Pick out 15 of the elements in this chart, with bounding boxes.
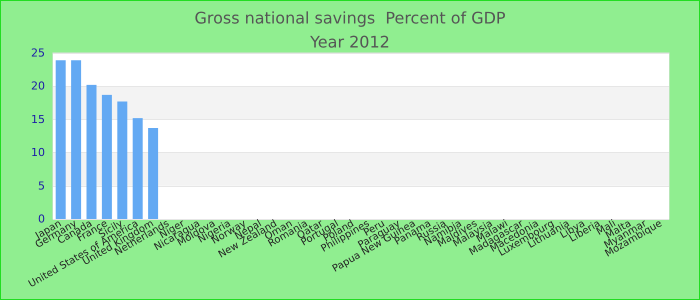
- bar: [102, 94, 112, 219]
- y-tick-label: 10: [31, 146, 45, 160]
- bar: [117, 101, 128, 219]
- bar: [148, 128, 158, 219]
- y-tick-label: 15: [31, 112, 45, 126]
- bar: [132, 118, 143, 219]
- chart-subtitle: Year 2012: [309, 32, 390, 52]
- bar: [71, 60, 82, 219]
- y-tick-label: 20: [31, 80, 45, 93]
- y-tick-label: 25: [31, 46, 45, 60]
- y-tick-label: 0: [38, 212, 45, 226]
- bar: [86, 84, 96, 219]
- chart-title: Gross national savings Percent of GDP: [194, 8, 506, 28]
- y-tick-label: 5: [38, 179, 45, 192]
- bar: [56, 60, 66, 219]
